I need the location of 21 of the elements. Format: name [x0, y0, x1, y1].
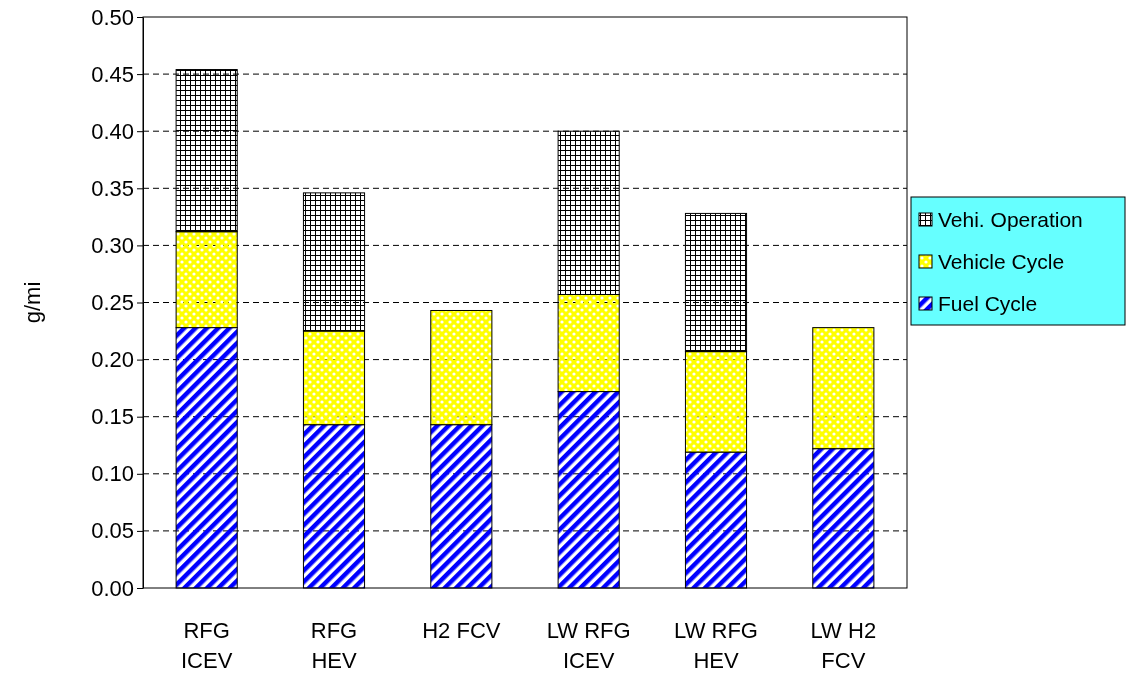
legend-label: Fuel Cycle [938, 292, 1038, 315]
y-tick-label: 0.25 [91, 290, 134, 316]
y-axis-title: g/mi [20, 281, 45, 324]
x-tick-label: LW RFG ICEV [546, 618, 631, 673]
legend-label: Vehi. Operation [938, 208, 1083, 231]
y-tick-label: 0.10 [91, 461, 134, 487]
x-tick-label: RFG ICEV [180, 618, 233, 673]
y-tick-label: 0.00 [91, 575, 134, 601]
y-tick-label: 0.40 [91, 118, 134, 144]
x-tick-label: LW RFG HEV [674, 618, 758, 673]
y-tick-label: 0.35 [91, 175, 134, 201]
x-tick-label: RFG HEV [310, 618, 358, 673]
y-tick-label: 0.30 [91, 232, 134, 258]
y-tick-label: 0.50 [91, 4, 134, 30]
y-tick-label: 0.45 [91, 61, 134, 87]
y-tick-label: 0.20 [91, 347, 134, 373]
legend-label: Vehicle Cycle [938, 250, 1065, 273]
y-tick-label: 0.05 [91, 518, 134, 544]
x-tick-label: LW H2 FCV [810, 618, 877, 673]
x-tick-label: H2 FCV [422, 618, 501, 643]
y-tick-label: 0.15 [91, 404, 134, 430]
